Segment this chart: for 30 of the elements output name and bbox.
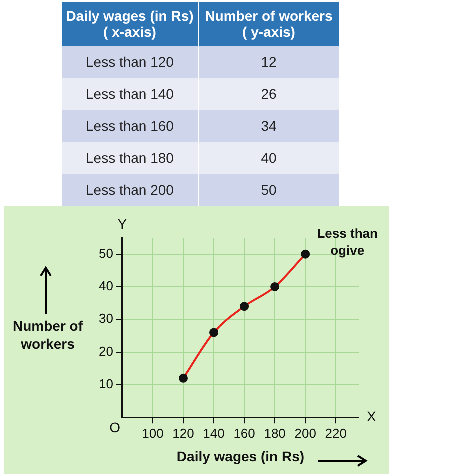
y-tick-label: 30 <box>98 311 114 326</box>
x-tick-label: 160 <box>234 426 256 441</box>
text: Daily wages (in Rs) ( x-axis) <box>62 2 198 46</box>
text: Less than 160 <box>62 110 198 142</box>
text: 34 <box>198 110 340 142</box>
y-tick-label: 20 <box>98 344 114 359</box>
text: 50 <box>198 174 340 206</box>
text: 26 <box>198 78 340 110</box>
x-axis-title: Daily wages (in Rs) <box>176 448 305 464</box>
text: Less than 120 <box>62 46 198 78</box>
x-tick-label: 100 <box>142 426 164 441</box>
x-tick-label: 200 <box>294 426 316 441</box>
text: Less than 180 <box>62 142 198 174</box>
y-tick-label: 40 <box>98 278 114 294</box>
text: Number of workers ( y-axis) <box>198 2 340 46</box>
annotation: Less than ogive <box>317 226 378 258</box>
text: X <box>367 408 377 424</box>
x-tick-label: 220 <box>325 426 347 441</box>
text: 12 <box>198 46 340 78</box>
x-tick-label: 120 <box>172 426 194 441</box>
y-axis-title: Number of workers <box>13 318 84 352</box>
text: 40 <box>198 142 340 174</box>
x-tick-label: 140 <box>203 426 225 441</box>
x-tick-label: 180 <box>264 426 286 441</box>
text: Less than 200 <box>62 174 198 206</box>
y-tick-label: 10 <box>98 376 114 392</box>
y-tick-label: 50 <box>98 246 114 261</box>
text: O <box>110 419 121 436</box>
text: Y <box>118 216 128 232</box>
text: Less than 140 <box>62 78 198 110</box>
